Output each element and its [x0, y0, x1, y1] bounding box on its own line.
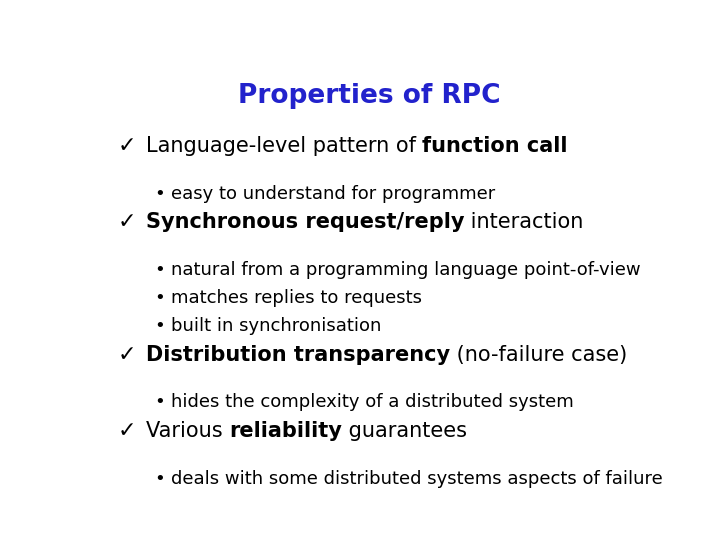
Text: hides the complexity of a distributed system: hides the complexity of a distributed sy… [171, 394, 574, 411]
Text: •: • [154, 394, 165, 411]
Text: •: • [154, 185, 165, 202]
Text: function call: function call [423, 136, 568, 156]
Text: ✓: ✓ [118, 136, 137, 156]
Text: interaction: interaction [464, 212, 584, 232]
Text: reliability: reliability [229, 421, 342, 441]
Text: natural from a programming language point-of-view: natural from a programming language poin… [171, 261, 641, 279]
Text: built in synchronisation: built in synchronisation [171, 318, 382, 335]
Text: ✓: ✓ [118, 421, 137, 441]
Text: Synchronous request/reply: Synchronous request/reply [145, 212, 464, 232]
Text: ✓: ✓ [118, 212, 137, 232]
Text: Properties of RPC: Properties of RPC [238, 83, 500, 109]
Text: •: • [154, 261, 165, 279]
Text: •: • [154, 318, 165, 335]
Text: Various: Various [145, 421, 229, 441]
Text: Distribution transparency: Distribution transparency [145, 345, 450, 364]
Text: (no-failure case): (no-failure case) [450, 345, 627, 364]
Text: •: • [154, 469, 165, 488]
Text: Language-level pattern of: Language-level pattern of [145, 136, 423, 156]
Text: guarantees: guarantees [342, 421, 467, 441]
Text: ✓: ✓ [118, 345, 137, 364]
Text: •: • [154, 289, 165, 307]
Text: deals with some distributed systems aspects of failure: deals with some distributed systems aspe… [171, 469, 662, 488]
Text: matches replies to requests: matches replies to requests [171, 289, 422, 307]
Text: easy to understand for programmer: easy to understand for programmer [171, 185, 495, 202]
